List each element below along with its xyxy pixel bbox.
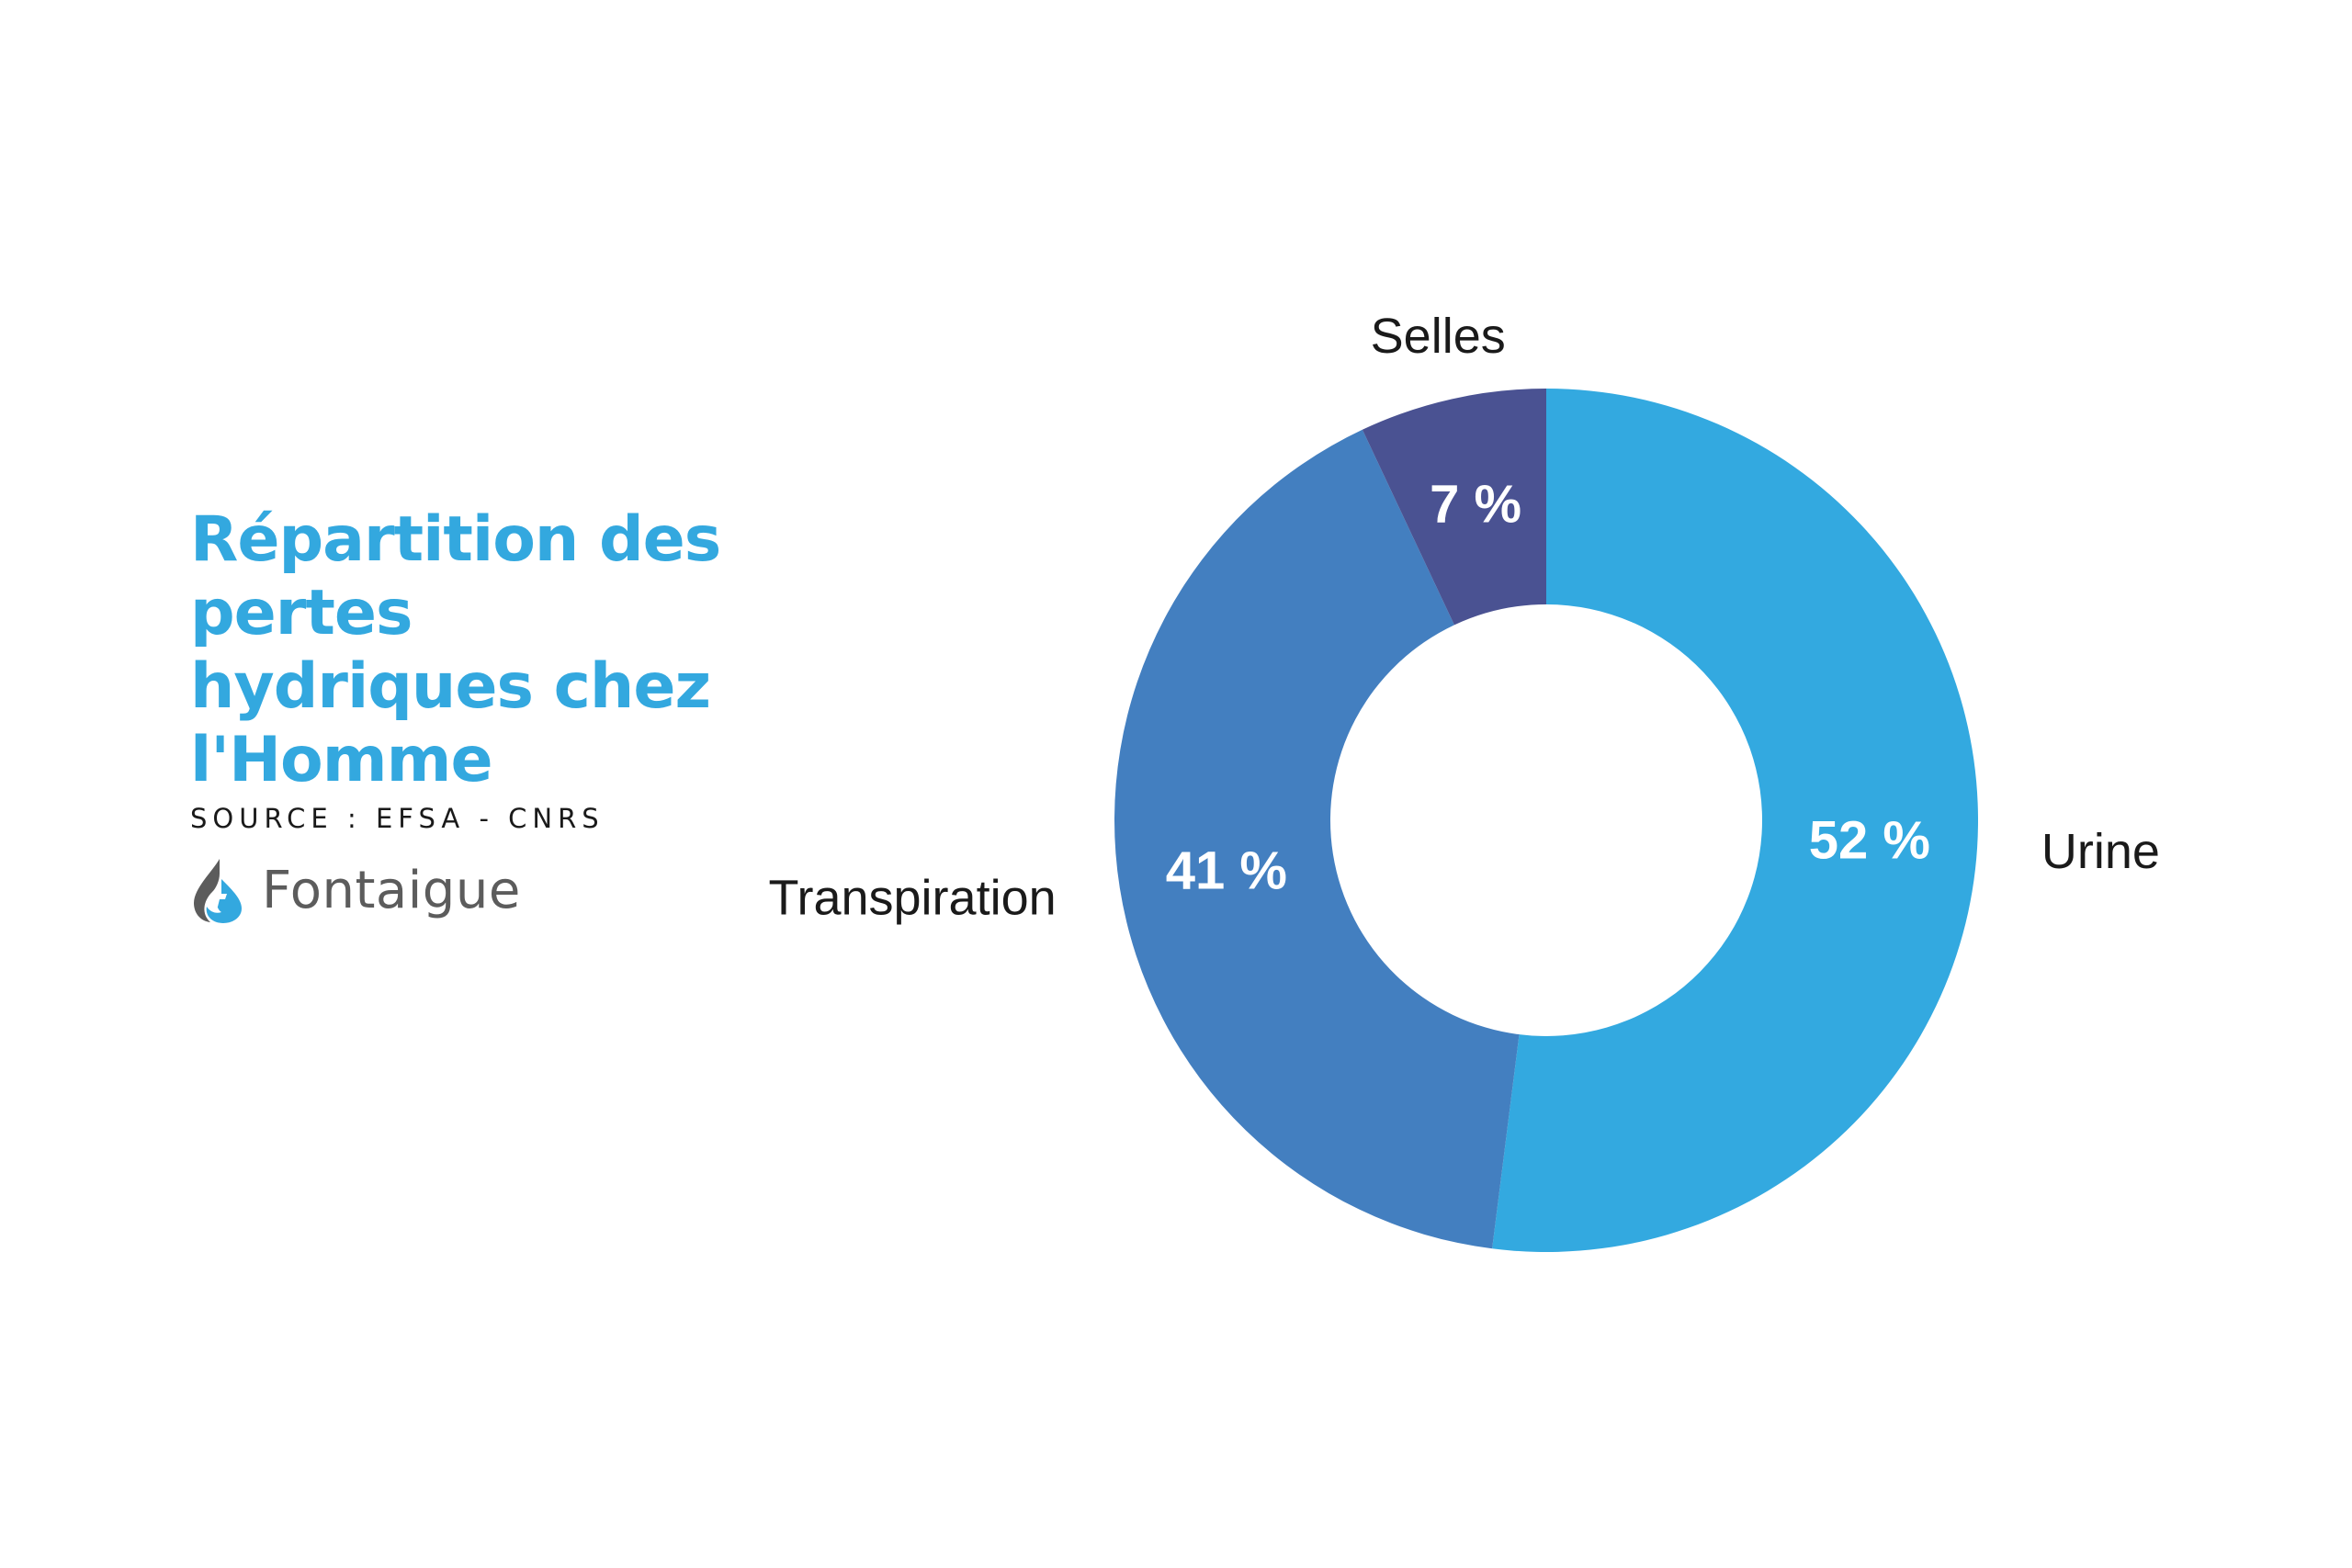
chart-slices — [1114, 389, 1978, 1252]
category-label-transpiration: Transpiration — [769, 870, 1057, 925]
slice-urine — [1492, 389, 1978, 1252]
value-label-selles: 7 % — [1430, 474, 1521, 534]
chart-title-line-2: pertes — [190, 577, 413, 649]
slice-selles — [1362, 389, 1546, 626]
title-block: Répartition des pertes hydriques chez l'… — [190, 503, 760, 834]
water-drop-logo-icon — [194, 859, 242, 923]
slice-transpiration — [1114, 429, 1520, 1249]
brand-logo: Fontaigue — [188, 854, 521, 928]
chart-title-line-3: hydriques chez — [190, 650, 711, 723]
chart-title: Répartition des pertes hydriques chez l'… — [190, 503, 760, 797]
chart-title-line-1: Répartition des — [190, 503, 721, 576]
category-label-urine: Urine — [2041, 824, 2160, 879]
category-label-selles: Selles — [1371, 309, 1506, 364]
value-label-urine: 52 % — [1809, 811, 1930, 871]
chart-title-line-4: l'Homme — [190, 724, 493, 796]
brand-name: Fontaigue — [262, 861, 521, 920]
value-label-transpiration: 41 % — [1166, 841, 1287, 901]
chart-labels: 52 % Urine 41 % Transpiration 7 % Selles — [769, 309, 2160, 925]
source-note: SOURCE : EFSA - CNRS — [190, 803, 605, 834]
